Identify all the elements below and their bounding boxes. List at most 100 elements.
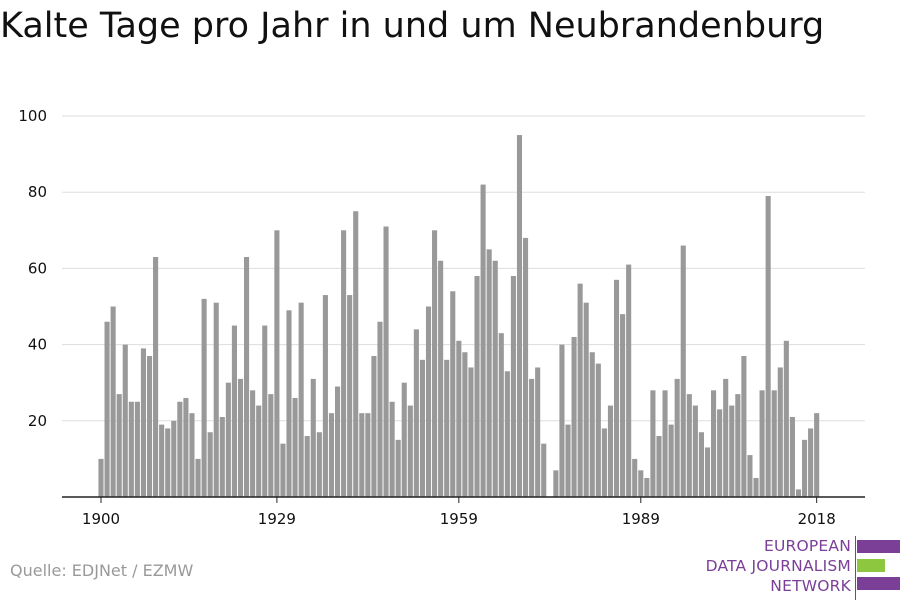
bar-1946	[377, 321, 383, 497]
bar-1960	[462, 352, 468, 497]
bar-1905	[128, 401, 134, 497]
bar-1988	[632, 458, 638, 497]
bar-1933	[298, 302, 304, 497]
bar-2011	[771, 390, 777, 497]
bar-2004	[729, 405, 735, 497]
bar-2016	[801, 439, 808, 497]
bar-1926	[256, 405, 262, 497]
logo-line-network: NETWORK	[770, 577, 851, 595]
bar-1984	[607, 405, 614, 497]
bar-1924	[244, 256, 250, 497]
source-note: Quelle: EDJNet / EZMW	[10, 561, 194, 580]
bar-1995	[674, 378, 680, 497]
bar-1917	[201, 298, 207, 497]
bar-2007	[747, 455, 753, 497]
logo-bar-top	[857, 540, 900, 553]
bar-1921	[225, 382, 231, 497]
y-tick-label: 20	[28, 412, 47, 430]
bar-1970	[523, 237, 529, 498]
bar-1938	[328, 413, 335, 497]
bars	[98, 135, 820, 498]
bar-1964	[486, 249, 492, 497]
bar-1948	[389, 401, 395, 497]
bar-1983	[601, 428, 607, 497]
bar-1939	[334, 386, 341, 497]
bar-1935	[310, 378, 316, 497]
bar-1958	[450, 291, 456, 497]
bar-2001	[711, 390, 717, 497]
bar-1950	[401, 382, 407, 497]
y-tick-label: 40	[28, 336, 47, 354]
bar-1919	[213, 302, 219, 497]
bar-1908	[146, 356, 153, 497]
bar-1978	[571, 336, 577, 497]
bar-1936	[316, 432, 322, 497]
bar-1944	[365, 413, 371, 497]
bar-1949	[395, 439, 401, 497]
bar-1940	[341, 230, 347, 498]
bar-1945	[371, 356, 377, 497]
bar-2000	[704, 447, 711, 497]
logo-divider	[855, 536, 856, 600]
bar-1996	[680, 245, 686, 497]
bar-1931	[286, 310, 292, 497]
bar-1981	[589, 352, 595, 497]
bar-1903	[116, 394, 122, 497]
bar-1955	[432, 230, 438, 498]
bar-1928	[268, 394, 274, 497]
bar-1937	[322, 295, 328, 497]
bar-1967	[504, 371, 510, 497]
bar-1909	[153, 256, 159, 497]
bar-1952	[413, 329, 419, 497]
bar-1912	[171, 420, 177, 497]
logo-bar-bottom	[857, 577, 900, 590]
bar-1915	[189, 413, 195, 497]
logo-line-data-journalism: DATA JOURNALISM	[705, 557, 851, 575]
x-axis-ticks: 1900 1929 1959 1989 2018	[82, 497, 836, 528]
bar-1990	[644, 477, 650, 497]
x-tick-label: 1959	[440, 510, 478, 528]
bar-1992	[656, 436, 662, 497]
bar-2009	[759, 390, 765, 497]
bar-1975	[553, 470, 559, 497]
bar-2005	[735, 394, 741, 497]
bar-1904	[122, 344, 128, 497]
y-tick-label: 60	[28, 259, 47, 277]
bar-1993	[662, 390, 668, 497]
bar-1930	[280, 443, 286, 497]
bar-1979	[577, 283, 583, 497]
bar-2012	[777, 367, 783, 497]
bar-1962	[474, 276, 480, 497]
logo-line-european: EUROPEAN	[763, 537, 851, 555]
bar-1934	[304, 436, 310, 497]
bar-1989	[638, 470, 644, 497]
edjnet-logo: EUROPEAN DATA JOURNALISM NETWORK	[700, 536, 900, 600]
x-tick-label: 2018	[798, 510, 836, 528]
bar-1941	[347, 295, 353, 497]
bar-1976	[559, 344, 565, 497]
bar-1994	[668, 424, 674, 497]
bar-1972	[535, 367, 541, 497]
bar-1951	[407, 405, 413, 497]
bar-1925	[250, 390, 256, 497]
bar-1901	[104, 321, 110, 497]
bar-1956	[438, 260, 444, 497]
bar-1914	[183, 397, 189, 497]
bar-1961	[468, 367, 474, 497]
bar-1920	[219, 416, 225, 497]
bar-1900	[98, 458, 104, 497]
bar-2003	[723, 378, 729, 497]
bar-1977	[565, 424, 571, 497]
x-tick-label: 1989	[622, 510, 660, 528]
bar-2015	[795, 489, 802, 497]
bar-1923	[237, 378, 244, 497]
bar-1947	[383, 226, 389, 498]
bar-1991	[650, 390, 656, 497]
bar-1922	[231, 325, 237, 497]
x-tick-label: 1929	[258, 510, 296, 528]
bar-1954	[425, 306, 432, 497]
bar-2018	[814, 413, 820, 497]
bar-1980	[583, 302, 589, 497]
bar-1973	[541, 443, 547, 497]
